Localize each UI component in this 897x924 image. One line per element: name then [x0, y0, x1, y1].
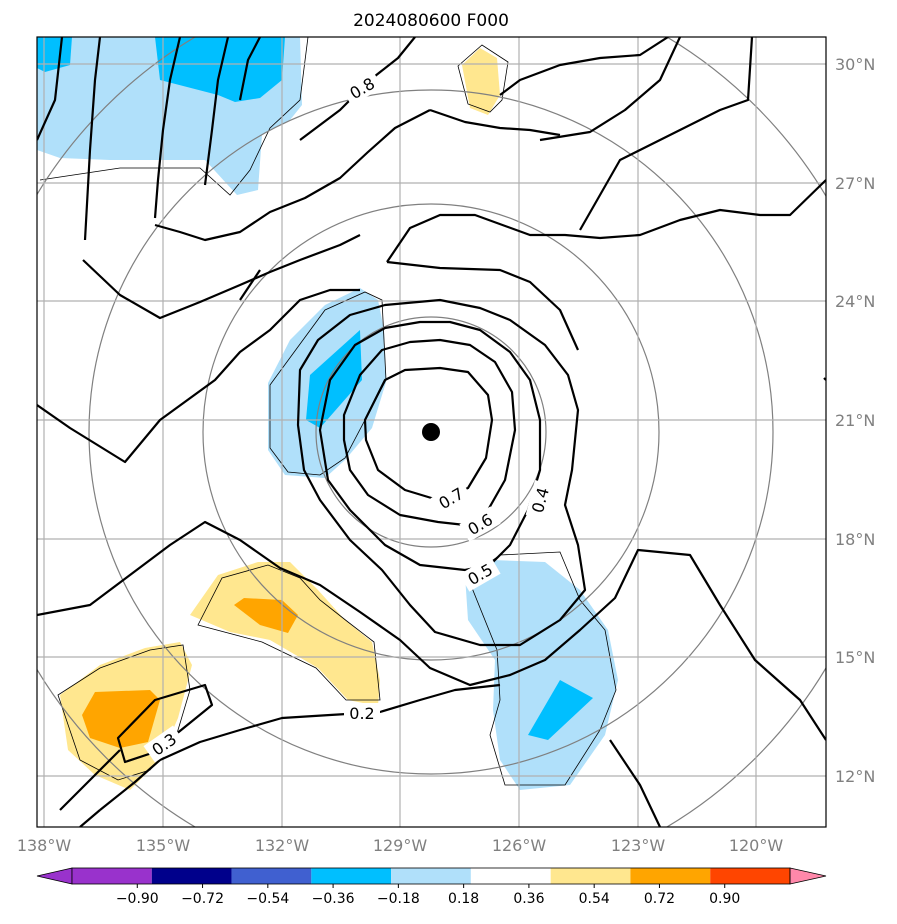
colorbar-outline	[71, 867, 791, 885]
lon-label: 123°W	[611, 836, 666, 855]
contour-label-02: 0.2	[349, 704, 374, 723]
longitude-labels: 138°W 135°W 132°W 129°W 126°W 123°W 120°…	[17, 836, 784, 855]
colorbar: −0.90 −0.72 −0.54 −0.36 −0.18 0.18 0.36 0.54 0.7…	[36, 867, 827, 907]
graticule	[37, 37, 826, 827]
colorbar-segment	[72, 868, 152, 884]
colorbar-tick-label: 0.90	[709, 891, 740, 907]
contour-lines	[37, 37, 826, 827]
lat-label: 27°N	[835, 174, 875, 193]
colorbar-tick-label: 0.18	[448, 891, 479, 907]
lat-label: 15°N	[835, 648, 875, 667]
colorbar-segment	[391, 868, 471, 884]
lon-label: 126°W	[492, 836, 547, 855]
lon-label: 120°W	[729, 836, 784, 855]
colorbar-extend-low	[36, 867, 73, 885]
lat-label: 30°N	[835, 55, 875, 74]
colorbar-segment	[470, 868, 551, 884]
colorbar-tick-label: −0.72	[181, 891, 224, 907]
colorbar-tick-label: 0.54	[579, 891, 610, 907]
colorbar-segment	[710, 868, 790, 884]
map-area	[37, 37, 826, 827]
colorbar-segment	[151, 868, 232, 884]
colorbar-tick-label: −0.36	[312, 891, 355, 907]
colorbar-segment	[630, 868, 711, 884]
lon-label: 132°W	[255, 836, 310, 855]
lon-label: 129°W	[373, 836, 428, 855]
colorbar-segment	[550, 868, 631, 884]
lon-label: 138°W	[17, 836, 72, 855]
colorbar-extend-high	[789, 867, 827, 885]
storm-center-marker	[422, 423, 440, 441]
colorbar-tick-label: 0.36	[513, 891, 544, 907]
range-rings	[37, 37, 826, 827]
colorbar-tick-label: −0.54	[246, 891, 289, 907]
map-title: 2024080600 F000	[353, 11, 509, 31]
lat-label: 24°N	[835, 292, 875, 311]
colorbar-tick-label: 0.72	[644, 891, 675, 907]
lon-label: 135°W	[136, 836, 191, 855]
lat-label: 12°N	[835, 767, 875, 786]
colorbar-tick-label: −0.90	[116, 891, 159, 907]
lat-label: 18°N	[835, 530, 875, 549]
lat-label: 21°N	[835, 411, 875, 430]
colorbar-segment	[311, 868, 392, 884]
colorbar-tick-label: −0.18	[377, 891, 420, 907]
colorbar-segment	[231, 868, 312, 884]
map-frame	[36, 36, 827, 828]
latitude-labels: 30°N 27°N 24°N 21°N 18°N 15°N 12°N	[835, 55, 875, 786]
